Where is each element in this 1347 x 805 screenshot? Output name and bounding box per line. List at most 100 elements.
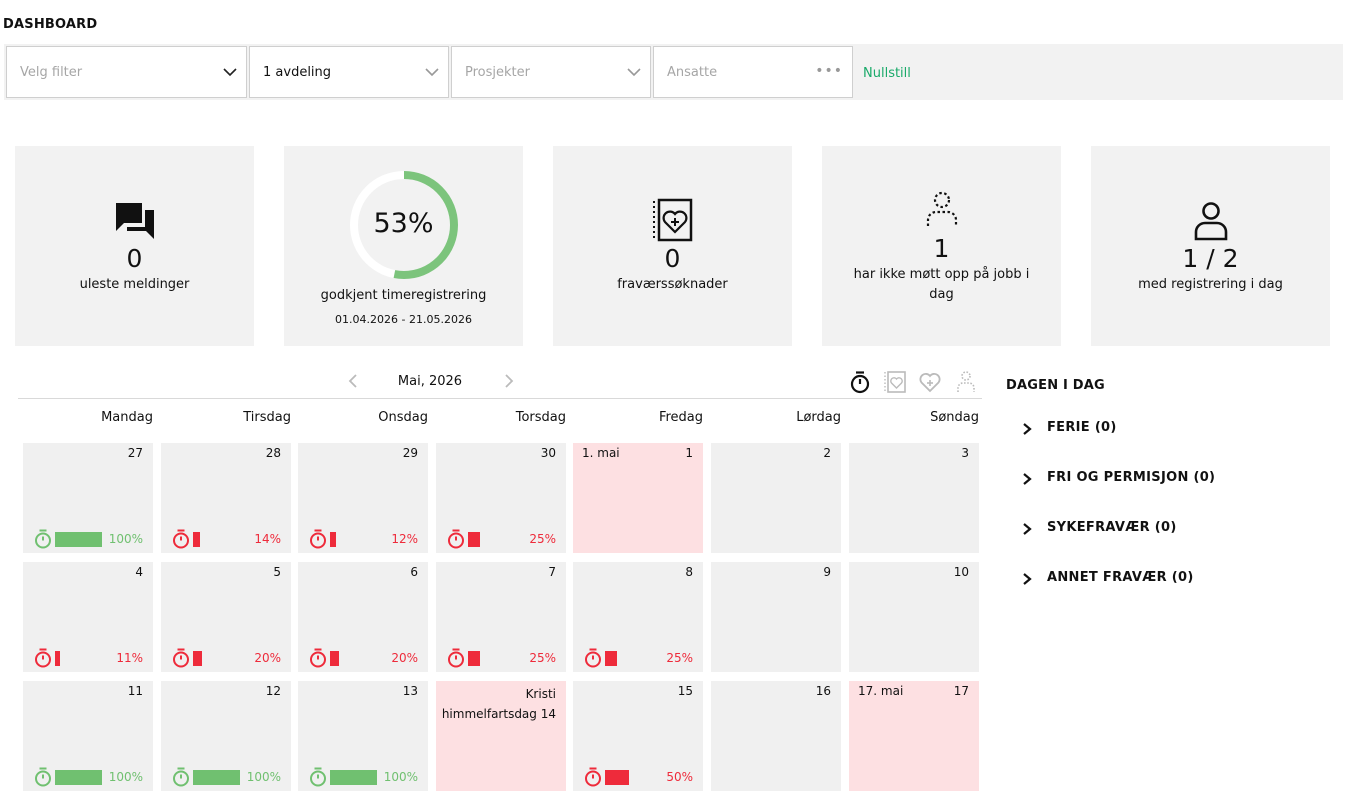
person-icon (1194, 202, 1227, 241)
chevron-left-icon[interactable] (344, 372, 362, 390)
registration-progress-bar (55, 651, 60, 666)
approved-date-range: 01.04.2026 - 21.05.2026 (335, 313, 472, 326)
calendar-day-cell[interactable]: 15 50% (573, 681, 703, 791)
chevron-down-icon (223, 68, 237, 77)
today-panel-item[interactable]: ANNET FRAVÆR (0) (1020, 568, 1280, 590)
registration-progress-bar (55, 532, 102, 547)
calendar-day-cell[interactable]: 10 (849, 562, 979, 672)
weekday-header: Onsdag (378, 410, 428, 425)
today-panel-item[interactable]: FRI OG PERMISJON (0) (1020, 468, 1280, 490)
stopwatch-toggle[interactable] (848, 370, 872, 394)
chevron-right-icon (1023, 423, 1032, 435)
stopwatch-icon (585, 648, 601, 668)
registered-count: 1 / 2 (1182, 244, 1239, 273)
day-number: 1 (685, 446, 693, 460)
employees-select[interactable]: Ansatte ••• (653, 46, 853, 98)
absence-request-icon (884, 371, 906, 393)
filter-select-placeholder: Velg filter (20, 65, 83, 80)
today-panel-item[interactable]: FERIE (0) (1020, 418, 1280, 440)
day-number: 3 (961, 446, 969, 460)
calendar-day-cell[interactable]: 12 100% (161, 681, 291, 791)
card-unread-messages[interactable]: 0 uleste meldinger (15, 146, 254, 346)
stopwatch-icon (310, 767, 326, 787)
registration-progress-bar (193, 770, 240, 785)
calendar-day-cell[interactable]: 7 25% (436, 562, 566, 672)
registration-progress-bar (468, 651, 480, 666)
calendar-day-cell[interactable]: 17 17. mai (849, 681, 979, 791)
absence-request-icon (652, 198, 692, 242)
chevron-right-icon (1023, 473, 1032, 485)
progress-donut (349, 171, 458, 279)
projects-select[interactable]: Prosjekter (451, 46, 651, 98)
day-number: 16 (815, 684, 831, 698)
today-panel-item-label: ANNET FRAVÆR (0) (1047, 570, 1194, 585)
registration-progress-bar (330, 770, 377, 785)
calendar-day-cell[interactable]: 1 1. mai (573, 443, 703, 553)
calendar-day-cell[interactable]: 11 100% (23, 681, 153, 791)
calendar-day-cell[interactable]: 16 (711, 681, 841, 791)
calendar-day-cell[interactable]: 6 20% (298, 562, 428, 672)
calendar-day-cell[interactable]: 2 (711, 443, 841, 553)
registration-percent: 25% (529, 532, 556, 546)
card-approved-registration[interactable]: 53% godkjent timeregistrering 01.04.2026… (284, 146, 523, 346)
today-panel-item-label: SYKEFRAVÆR (0) (1047, 520, 1177, 535)
no-show-toggle[interactable] (954, 370, 978, 394)
registration-percent: 14% (254, 532, 281, 546)
holiday-label: 17. mai (858, 684, 904, 698)
stopwatch-icon (173, 648, 189, 668)
no-show-icon (957, 371, 975, 392)
registration-progress-bar (193, 532, 200, 547)
today-panel-title: DAGEN I DAG (1006, 378, 1105, 393)
approved-label: godkjent timeregistrering (320, 288, 487, 303)
calendar-day-cell[interactable]: 13 100% (298, 681, 428, 791)
today-panel-item[interactable]: SYKEFRAVÆR (0) (1020, 518, 1280, 540)
filter-select[interactable]: Velg filter (6, 46, 247, 98)
calendar-divider (18, 398, 982, 399)
reset-filters-link[interactable]: Nullstill (863, 66, 911, 81)
chevron-right-icon[interactable] (500, 372, 518, 390)
calendar-day-cell[interactable]: 8 25% (573, 562, 703, 672)
weekday-header: Tirsdag (243, 410, 291, 425)
calendar-day-cell[interactable]: 5 20% (161, 562, 291, 672)
no-show-person-icon (926, 191, 957, 226)
weekday-header: Torsdag (515, 410, 566, 425)
registration-percent: 100% (108, 770, 143, 784)
today-panel-item-label: FERIE (0) (1047, 420, 1117, 435)
registered-label: med registrering i dag (1138, 277, 1283, 292)
calendar-navigation: Mai, 2026 (340, 370, 520, 394)
stopwatch-icon (585, 767, 601, 787)
calendar-day-cell[interactable]: 9 (711, 562, 841, 672)
page-title: DASHBOARD (3, 17, 98, 32)
absence-request-toggle[interactable] (883, 370, 907, 394)
heart-icon (919, 373, 941, 393)
day-number: 11 (127, 684, 143, 698)
no-show-label: har ikke møtt opp på jobb i dag (853, 267, 1030, 302)
day-number: 30 (540, 446, 556, 460)
sick-leave-toggle[interactable] (918, 370, 942, 394)
stopwatch-icon (448, 529, 464, 549)
registration-progress-bar (330, 651, 339, 666)
calendar-day-cell[interactable]: 28 14% (161, 443, 291, 553)
calendar-day-cell[interactable]: Kristi himmelfartsdag 14 (436, 681, 566, 791)
card-absence-requests[interactable]: 0 fraværssøknader (553, 146, 792, 346)
calendar-day-cell[interactable]: 27 100% (23, 443, 153, 553)
calendar-day-cell[interactable]: 4 11% (23, 562, 153, 672)
weekday-header: Søndag (930, 410, 979, 425)
calendar-day-cell[interactable]: 29 12% (298, 443, 428, 553)
card-no-show[interactable]: 1 har ikke møtt opp på jobb i dag (822, 146, 1061, 346)
no-show-count: 1 (933, 234, 950, 263)
day-number: 28 (265, 446, 281, 460)
registration-percent: 11% (116, 651, 143, 665)
department-select[interactable]: 1 avdeling (249, 46, 449, 98)
day-number: 12 (265, 684, 281, 698)
day-number: 10 (953, 565, 969, 579)
day-number: 13 (402, 684, 418, 698)
calendar-day-cell[interactable]: 3 (849, 443, 979, 553)
registration-percent: 25% (529, 651, 556, 665)
registration-progress-bar (605, 651, 617, 666)
chevron-right-icon (1023, 573, 1032, 585)
stopwatch-icon (35, 767, 51, 787)
day-number: 4 (135, 565, 143, 579)
calendar-day-cell[interactable]: 30 25% (436, 443, 566, 553)
card-registered-today[interactable]: 1 / 2 med registrering i dag (1091, 146, 1330, 346)
